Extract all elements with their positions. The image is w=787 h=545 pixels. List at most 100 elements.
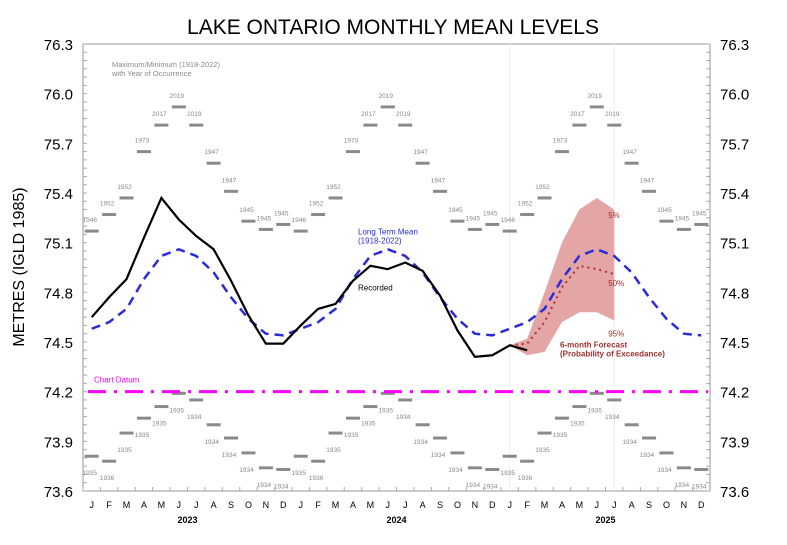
min-year-label: 1936 [309, 475, 324, 482]
y-tick-label-right: 76.0 [720, 87, 749, 104]
x-month-label: A [141, 500, 147, 510]
max-year-label: 1945 [675, 215, 690, 222]
min-year-label: 1934 [187, 414, 202, 421]
min-year-label: 1934 [675, 482, 690, 489]
min-year-label: 1935 [291, 470, 306, 477]
min-year-label: 1934 [622, 439, 637, 446]
x-month-label: M [123, 500, 131, 510]
x-month-label: N [681, 500, 688, 510]
max-year-label: 1946 [500, 217, 515, 224]
y-tick-label-left: 74.8 [44, 285, 73, 302]
x-month-label: J [403, 500, 408, 510]
recorded-label: Recorded [358, 283, 393, 292]
max-year-label: 1946 [291, 217, 306, 224]
max-year-label: 1947 [431, 177, 446, 184]
max-year-label: 1947 [222, 177, 237, 184]
y-tick-label-left: 73.6 [44, 484, 73, 501]
x-month-label: M [332, 500, 340, 510]
x-month-label: O [454, 500, 461, 510]
min-year-label: 1934 [396, 414, 411, 421]
x-month-label: M [158, 500, 166, 510]
x-month-label: M [576, 500, 584, 510]
max-year-label: 1973 [135, 138, 150, 145]
forecast-label-line2: (Probability of Exceedance) [560, 349, 665, 358]
min-year-label: 1935 [117, 447, 132, 454]
min-year-label: 1934 [640, 452, 655, 459]
max-year-label: 1973 [344, 138, 359, 145]
chart-datum-label: Chart Datum [94, 376, 140, 385]
max-year-label: 2019 [396, 111, 411, 118]
x-month-label: F [315, 500, 321, 510]
x-month-label: S [228, 500, 234, 510]
y-tick-label-right: 76.3 [720, 37, 749, 54]
min-year-label: 1935 [553, 432, 568, 439]
min-year-label: 1934 [274, 483, 289, 490]
min-year-label: 1935 [535, 447, 550, 454]
x-month-label: N [263, 500, 270, 510]
x-month-label: A [629, 500, 635, 510]
y-tick-label-left: 76.0 [44, 87, 73, 104]
y-tick-label-right: 74.2 [720, 385, 749, 402]
max-year-label: 1952 [326, 184, 341, 191]
y-tick-label-right: 74.5 [720, 335, 749, 352]
min-year-label: 1934 [692, 483, 707, 490]
min-year-label: 1935 [588, 407, 603, 414]
min-year-label: 1935 [170, 407, 185, 414]
y-tick-label-left: 76.3 [44, 37, 73, 54]
forecast-5pct-label: 5% [608, 211, 620, 220]
y-tick-label-left: 75.7 [44, 136, 73, 153]
y-tick-label-left: 74.5 [44, 335, 73, 352]
x-month-label: A [559, 500, 565, 510]
max-year-label: 1947 [640, 177, 655, 184]
max-year-label: 1952 [309, 201, 324, 208]
min-year-label: 1934 [257, 482, 272, 489]
max-year-label: 1952 [100, 201, 115, 208]
min-year-label: 1934 [605, 414, 620, 421]
forecast-label: 6-month Forecast [560, 340, 627, 349]
min-year-label: 1934 [448, 467, 463, 474]
y-tick-label-left: 73.9 [44, 434, 73, 451]
x-month-label: J [595, 500, 600, 510]
min-year-label: 1934 [222, 452, 237, 459]
max-year-label: 2019 [605, 111, 620, 118]
min-year-label: 1935 [152, 421, 167, 428]
min-year-label: 1934 [483, 483, 498, 490]
min-year-label: 1934 [657, 467, 672, 474]
forecast-95pct-label: 95% [608, 329, 624, 338]
forecast-50pct-label: 50% [608, 279, 624, 288]
x-month-label: S [646, 500, 652, 510]
x-year-label: 2024 [386, 515, 406, 525]
recorded-line [90, 195, 528, 359]
max-year-label: 1952 [535, 184, 550, 191]
forecast-50pct-line [509, 264, 615, 347]
x-month-label: J [194, 500, 199, 510]
max-year-label: 1952 [518, 201, 533, 208]
min-year-label: 1934 [204, 439, 219, 446]
min-year-label: 1935 [82, 470, 97, 477]
max-year-label: 2019 [588, 93, 603, 100]
y-axis-title: METRES (IGLD 1985) [11, 187, 28, 346]
max-year-label: 2019 [187, 111, 202, 118]
max-year-label: 2019 [379, 93, 394, 100]
min-year-label: 1935 [344, 432, 359, 439]
max-year-label: 1945 [239, 207, 254, 214]
forecast-band-area [509, 197, 615, 356]
chart-title: LAKE ONTARIO MONTHLY MEAN LEVELS [187, 16, 599, 39]
max-year-label: 2017 [361, 111, 376, 118]
min-year-label: 1934 [431, 452, 446, 459]
max-year-label: 1947 [413, 149, 428, 156]
x-month-label: D [280, 500, 287, 510]
x-month-label: A [211, 500, 217, 510]
y-tick-label-left: 74.2 [44, 385, 73, 402]
max-year-label: 1945 [483, 210, 498, 217]
y-tick-label-right: 73.6 [720, 484, 749, 501]
long-term-mean-label-line2: (1918-2022) [358, 236, 402, 245]
y-tick-label-left: 75.4 [44, 186, 73, 203]
max-year-label: 1945 [448, 207, 463, 214]
x-month-label: D [698, 500, 705, 510]
max-year-label: 2019 [170, 93, 185, 100]
min-year-label: 1935 [135, 432, 150, 439]
x-month-label: J [298, 500, 303, 510]
x-month-label: J [89, 500, 94, 510]
max-year-label: 1945 [692, 210, 707, 217]
